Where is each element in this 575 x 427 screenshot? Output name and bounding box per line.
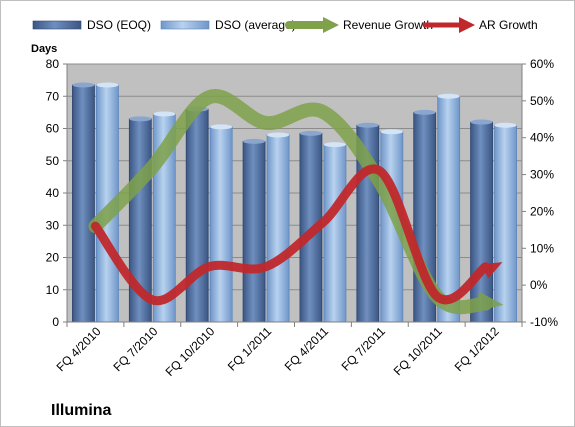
bar-top <box>323 142 346 148</box>
left-tick-label: 30 <box>46 218 60 232</box>
series-line <box>90 164 491 306</box>
x-tick-label: FQ 1/2011 <box>225 324 275 374</box>
x-tick-label: FQ 10/2010 <box>163 324 218 379</box>
line-ar-growth <box>90 164 503 306</box>
right-tick-label: 50% <box>530 94 554 108</box>
company-name: Illumina <box>51 402 112 419</box>
legend-item: Revenue Growth <box>285 17 433 33</box>
bar-body <box>72 84 95 323</box>
bar-top <box>72 82 95 88</box>
right-tick-label: 10% <box>530 241 554 255</box>
right-axis-ticks: -10% 0% 10% 20% 30% 40% 50% 60% <box>522 57 558 329</box>
line-series <box>88 89 504 315</box>
bar-body <box>242 140 266 323</box>
left-axis-ticks: 0 10 20 30 40 50 60 70 80 <box>46 57 67 329</box>
left-tick-label: 40 <box>46 186 60 200</box>
y-axis-title: Days <box>31 43 57 55</box>
bar-top <box>413 109 436 115</box>
legend-arrow <box>459 17 475 33</box>
legend-swatch <box>160 20 210 30</box>
bar-body <box>470 121 493 323</box>
bar-body <box>185 108 209 323</box>
bar-dso-average <box>437 93 461 323</box>
x-tick-label: FQ 10/2011 <box>391 324 445 378</box>
bar-dso-eoq <box>242 138 266 323</box>
x-tick-label: FQ 1/2012 <box>452 324 502 374</box>
legend-label: Revenue Growth <box>343 18 433 32</box>
bar-dso-average <box>266 132 290 323</box>
bar-top <box>153 111 176 117</box>
bar-body <box>494 124 517 323</box>
bar-top <box>243 138 266 144</box>
legend-item: AR Growth <box>422 17 538 33</box>
arrow-head <box>476 291 504 312</box>
legend-label: DSO (average) <box>215 18 296 32</box>
left-tick-label: 60 <box>46 122 60 136</box>
bar-top <box>129 116 152 122</box>
x-tick-label: FQ 7/2011 <box>339 324 389 374</box>
bar-top <box>96 82 119 88</box>
left-tick-label: 20 <box>46 251 60 265</box>
legend-item: DSO (average) <box>160 18 296 32</box>
x-tick-label: FQ 4/2010 <box>54 324 104 374</box>
right-tick-label: 0% <box>530 278 548 292</box>
x-tick-label: FQ 4/2011 <box>282 324 332 374</box>
bar-top <box>494 122 517 128</box>
bar-body <box>323 144 347 323</box>
legend: DSO (EOQ) DSO (average) Revenue Growth AR G… <box>32 17 538 33</box>
bar-dso-eoq <box>470 119 493 323</box>
bar-top <box>437 93 460 99</box>
bar-top <box>210 124 233 130</box>
legend-item: DSO (EOQ) <box>32 18 151 32</box>
x-axis-ticks: FQ 4/2010 FQ 7/2010 FQ 10/2010 FQ 1/2011 FQ … <box>54 321 523 379</box>
x-tick-label: FQ 7/2010 <box>110 324 160 374</box>
bar-top <box>267 132 290 138</box>
bar-body <box>437 95 461 323</box>
bar-body <box>266 134 290 323</box>
bar-body <box>209 126 233 323</box>
left-tick-label: 70 <box>46 89 60 103</box>
bar-top <box>356 122 379 128</box>
bar-dso-average <box>323 142 347 323</box>
bar-dso-average <box>209 124 233 323</box>
bar-dso-average <box>494 122 517 323</box>
left-tick-label: 80 <box>46 57 60 71</box>
left-tick-label: 0 <box>52 315 59 329</box>
right-tick-label: 20% <box>530 204 554 218</box>
bar-dso-eoq <box>185 106 209 323</box>
legend-label: AR Growth <box>479 18 538 32</box>
left-tick-label: 50 <box>46 154 60 168</box>
bar-dso-eoq <box>72 82 95 323</box>
legend-swatch <box>32 20 82 30</box>
bar-top <box>299 130 322 136</box>
arrow-head <box>481 262 503 279</box>
bar-top <box>470 119 493 125</box>
right-tick-label: 40% <box>530 131 554 145</box>
right-tick-label: 60% <box>530 57 554 71</box>
left-tick-label: 10 <box>46 283 60 297</box>
bar-top <box>380 129 403 135</box>
legend-label: DSO (EOQ) <box>87 18 151 32</box>
right-tick-label: -10% <box>530 315 558 329</box>
right-tick-label: 30% <box>530 168 554 182</box>
legend-arrow <box>323 17 339 33</box>
